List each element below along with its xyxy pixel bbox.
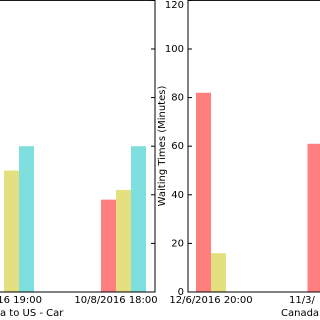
bar xyxy=(196,92,211,293)
y-tick-label: 120 xyxy=(165,0,184,11)
y-tick-label: 100 xyxy=(165,44,184,55)
y-tick-label: 20 xyxy=(171,238,184,249)
x-tick-label: 10/8/2016 18:00 xyxy=(74,295,157,306)
bar xyxy=(116,189,131,292)
x-tick-label: 16 19:00 xyxy=(0,295,42,306)
subtitle: Canada xyxy=(281,308,319,319)
bar xyxy=(19,146,34,292)
x-tick-label: 11/3/ xyxy=(289,295,315,306)
subtitle: a to US - Car xyxy=(0,308,64,319)
bar xyxy=(307,143,320,292)
y-tick-label: 60 xyxy=(171,141,184,152)
bar xyxy=(211,253,226,292)
y-axis-label: Waiting Times (Minutes) xyxy=(157,86,168,207)
y-tick-label: 40 xyxy=(171,190,184,201)
y-tick-label: 80 xyxy=(171,93,184,104)
y-tick-label: 0 xyxy=(178,287,184,298)
bar xyxy=(101,199,116,292)
bar xyxy=(131,146,146,292)
bar xyxy=(4,170,19,292)
x-tick-label: 12/6/2016 20:00 xyxy=(169,295,252,306)
